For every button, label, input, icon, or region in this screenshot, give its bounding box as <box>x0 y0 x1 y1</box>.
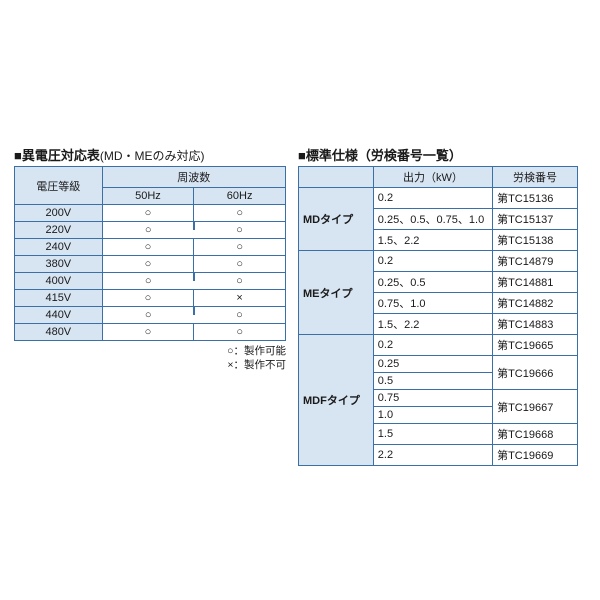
cert-cell: 第TC14881 <box>493 272 578 293</box>
voltage-cell: 380V <box>15 256 103 273</box>
freq-60-cell: ○ <box>194 324 286 341</box>
cert-cell: 第TC19669 <box>493 445 578 466</box>
freq-50-cell: ○ <box>102 205 194 222</box>
output-cell: 1.0 <box>373 407 492 424</box>
freq-60-cell: ○ <box>194 205 286 222</box>
title-text: 標準仕様（労検番号一覧） <box>306 148 462 163</box>
cert-cell: 第TC15137 <box>493 209 578 230</box>
legend-ng: ×：製作不可 <box>227 359 286 371</box>
type-cell: MEタイプ <box>299 251 374 335</box>
voltage-cell: 220V <box>15 222 103 239</box>
voltage-table-block: ■異電圧対応表(MD・MEのみ対応) 電圧等級 周波数 50Hz 60Hz 20… <box>14 145 286 372</box>
spec-table: 出力（kW） 労検番号 MDタイプ0.2第TC151360.25、0.5、0.7… <box>298 166 578 466</box>
col-type <box>299 167 374 188</box>
freq-50-cell: ○ <box>102 324 194 341</box>
output-cell: 0.75、1.0 <box>373 293 492 314</box>
cert-cell: 第TC19666 <box>493 356 578 390</box>
title-sub: (MD・MEのみ対応) <box>100 149 205 163</box>
legend-ok: ○：製作可能 <box>227 345 286 357</box>
type-cell: MDFタイプ <box>299 335 374 466</box>
output-cell: 0.5 <box>373 373 492 390</box>
voltage-cell: 480V <box>15 324 103 341</box>
col-output: 出力（kW） <box>373 167 492 188</box>
voltage-cell: 440V <box>15 307 103 324</box>
freq-60-cell: ○ <box>194 239 286 256</box>
output-cell: 0.2 <box>373 251 492 272</box>
output-cell: 0.25、0.5、0.75、1.0 <box>373 209 492 230</box>
voltage-cell: 415V <box>15 290 103 307</box>
output-cell: 1.5、2.2 <box>373 230 492 251</box>
voltage-cell: 240V <box>15 239 103 256</box>
freq-50-cell: ○ <box>102 239 194 256</box>
spec-table-block: ■標準仕様（労検番号一覧） 出力（kW） 労検番号 MDタイプ0.2第TC151… <box>298 145 578 466</box>
freq-merged-cell: ○○ <box>102 273 285 290</box>
output-cell: 2.2 <box>373 445 492 466</box>
cert-cell: 第TC19665 <box>493 335 578 356</box>
cert-cell: 第TC15138 <box>493 230 578 251</box>
voltage-cell: 400V <box>15 273 103 290</box>
type-cell: MDタイプ <box>299 188 374 251</box>
col-60hz: 60Hz <box>194 188 286 205</box>
freq-merged-cell: ○○ <box>102 307 285 324</box>
freq-60-cell: × <box>194 290 286 307</box>
voltage-table-title: ■異電圧対応表(MD・MEのみ対応) <box>14 145 286 164</box>
col-frequency: 周波数 <box>102 167 285 188</box>
output-cell: 1.5、2.2 <box>373 314 492 335</box>
cert-cell: 第TC14882 <box>493 293 578 314</box>
col-50hz: 50Hz <box>102 188 194 205</box>
col-cert: 労検番号 <box>493 167 578 188</box>
voltage-cell: 200V <box>15 205 103 222</box>
freq-merged-cell: ○○ <box>102 222 285 239</box>
output-cell: 0.2 <box>373 335 492 356</box>
cert-cell: 第TC19667 <box>493 390 578 424</box>
output-cell: 0.25 <box>373 356 492 373</box>
voltage-legend: ○：製作可能 ×：製作不可 <box>14 344 286 372</box>
title-prefix: ■ <box>14 148 22 163</box>
spec-table-title: ■標準仕様（労検番号一覧） <box>298 145 578 164</box>
freq-60-cell: ○ <box>194 256 286 273</box>
title-text: 異電圧対応表 <box>22 148 100 163</box>
voltage-table: 電圧等級 周波数 50Hz 60Hz 200V○○220V○○240V○○380… <box>14 166 286 341</box>
output-cell: 0.2 <box>373 188 492 209</box>
cert-cell: 第TC14879 <box>493 251 578 272</box>
output-cell: 0.25、0.5 <box>373 272 492 293</box>
freq-50-cell: ○ <box>102 290 194 307</box>
cert-cell: 第TC15136 <box>493 188 578 209</box>
cert-cell: 第TC19668 <box>493 424 578 445</box>
title-prefix: ■ <box>298 148 306 163</box>
freq-50-cell: ○ <box>102 256 194 273</box>
col-voltage: 電圧等級 <box>15 167 103 205</box>
output-cell: 0.75 <box>373 390 492 407</box>
output-cell: 1.5 <box>373 424 492 445</box>
cert-cell: 第TC14883 <box>493 314 578 335</box>
